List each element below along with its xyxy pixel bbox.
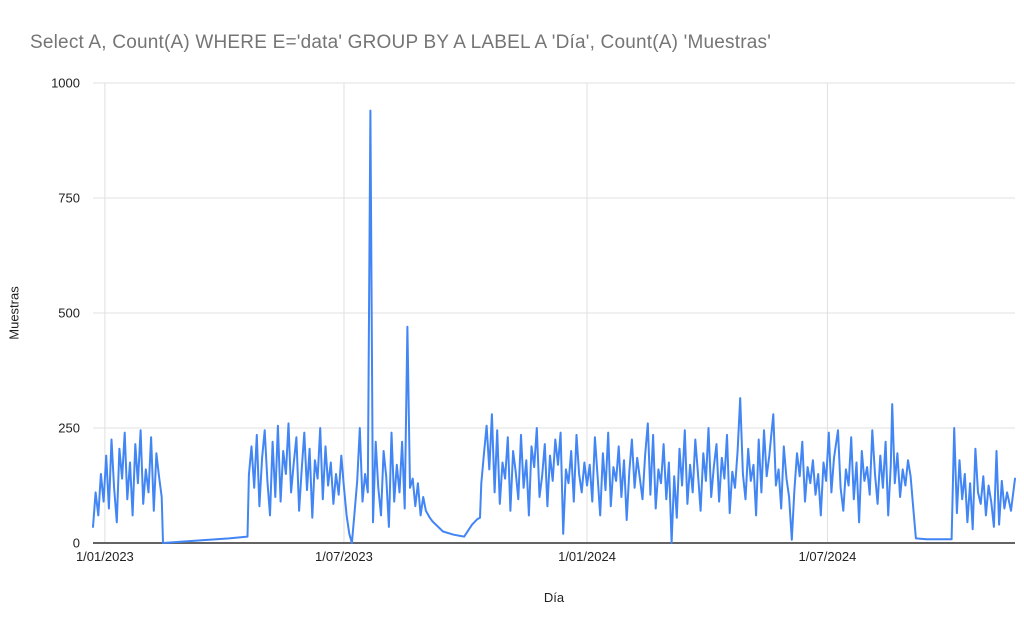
- y-tick-label: 0: [73, 536, 80, 551]
- y-tick-label: 500: [58, 306, 80, 321]
- x-tick-label: 1/07/2024: [799, 549, 857, 564]
- y-tick-label: 750: [58, 191, 80, 206]
- x-tick-label: 1/07/2023: [315, 549, 373, 564]
- y-tick-label: 1000: [51, 76, 80, 91]
- x-axis-title: Día: [543, 590, 565, 605]
- x-tick-label: 1/01/2024: [558, 549, 616, 564]
- y-tick-label: 250: [58, 421, 80, 436]
- chart-title: Select A, Count(A) WHERE E='data' GROUP …: [30, 32, 772, 53]
- y-axis-title: Muestras: [6, 286, 22, 340]
- x-tick-label: 1/01/2023: [76, 549, 134, 564]
- series-line: [92, 109, 1016, 544]
